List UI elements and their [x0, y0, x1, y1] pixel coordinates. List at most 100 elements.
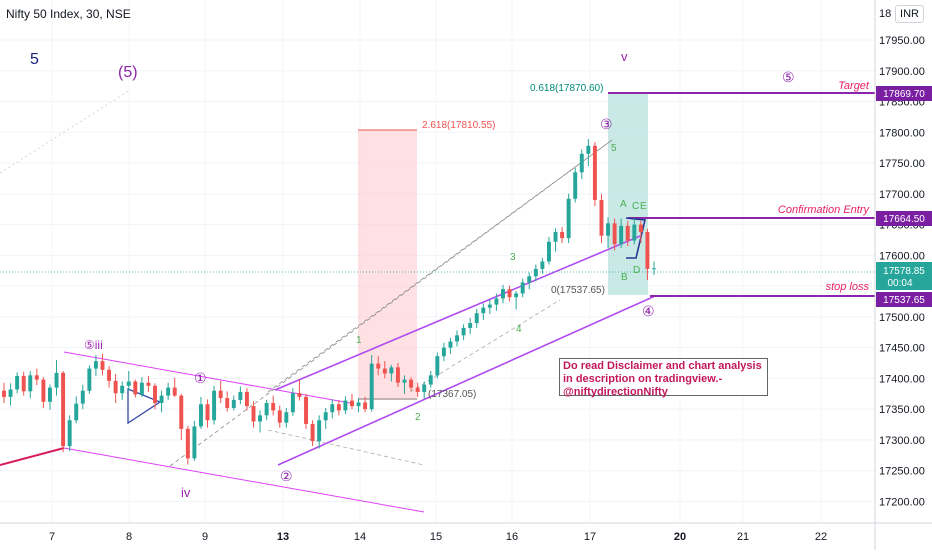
dotted-line-left	[0, 89, 131, 174]
last-price-tag	[876, 262, 932, 290]
candle-body	[113, 380, 118, 394]
wave-E-label: E	[640, 201, 647, 212]
candle-body	[172, 387, 177, 396]
disclaimer-note: Do read Disclaimer and chart analysis in…	[559, 358, 768, 398]
trend-line-red	[0, 447, 65, 466]
sub-wave-5: 5	[611, 143, 617, 154]
candle-body	[107, 369, 112, 381]
candle-body	[120, 385, 125, 394]
sub-wave-2: 2	[415, 412, 421, 423]
candle-body	[74, 403, 79, 421]
candle-body	[310, 423, 315, 442]
entry-label: Confirmation Entry	[778, 204, 871, 216]
y-tick-label: 17250.00	[879, 466, 925, 478]
candle-body	[350, 400, 354, 407]
candle-body	[205, 404, 210, 421]
candle-body	[409, 379, 414, 388]
candle-body	[41, 379, 46, 402]
entry-price-tag	[876, 211, 932, 226]
candle-body	[304, 396, 308, 424]
candle-body	[428, 375, 433, 385]
candle-body	[619, 225, 624, 245]
channel-lower-left	[63, 447, 425, 513]
y-tick-label: 17300.00	[879, 435, 925, 447]
candles	[2, 139, 656, 465]
candle-body	[638, 224, 643, 232]
y-axis-ticks: 17200.00 17250.00 17300.00 17350.00 17400.00…	[879, 8, 925, 508]
candle-body	[369, 363, 374, 410]
candle-body	[185, 428, 190, 459]
candle-body	[487, 304, 492, 308]
y-tick-label: 17800.00	[879, 127, 925, 139]
candle-body	[153, 385, 157, 404]
candle-body	[343, 400, 348, 411]
candle-body	[258, 415, 263, 422]
candle-body	[100, 361, 105, 370]
big-5-label: 5	[30, 51, 39, 68]
candle-body	[632, 224, 637, 241]
candle-body	[67, 420, 72, 447]
y-tick-label: 17900.00	[879, 66, 925, 78]
candle-body	[8, 389, 13, 397]
candle-body	[592, 145, 597, 200]
candle-body	[501, 289, 505, 299]
candle-body	[271, 403, 276, 411]
candle-body	[330, 404, 335, 413]
x-tick-label: 17	[584, 531, 596, 543]
candle-body	[336, 404, 341, 411]
candle-body	[231, 399, 236, 408]
fibonacci-teal-box	[608, 93, 648, 295]
sub-wave-1: 1	[356, 335, 362, 346]
candle-body	[139, 382, 144, 395]
y-tick-label: 17750.00	[879, 158, 925, 170]
sub-wave-4: 4	[516, 324, 522, 335]
candle-body	[166, 387, 171, 396]
candle-body	[527, 276, 532, 283]
candle-body	[566, 198, 571, 239]
y-tick-label: 17400.00	[879, 373, 925, 385]
candle-body	[395, 367, 400, 383]
candle-body	[415, 387, 420, 392]
triangle-pattern	[127, 388, 162, 425]
y-tick-label: 17700.00	[879, 189, 925, 201]
countdown-text: 00:04	[887, 278, 912, 289]
x-tick-label: 9	[202, 531, 208, 543]
annotations: 5 (5) v ⑤iii iv ① ② ③ ④ ⑤ 1 2 3 4 5 A B …	[30, 49, 870, 500]
x-tick-label: 8	[126, 531, 132, 543]
candle-body	[514, 293, 519, 298]
candle-body	[435, 356, 440, 376]
candle-body	[468, 323, 473, 328]
gridlines	[0, 0, 875, 523]
candle-body	[382, 368, 387, 374]
candle-body	[507, 289, 512, 298]
target-price-tag	[876, 86, 932, 101]
drawing-tools	[0, 89, 875, 513]
candle-body	[179, 395, 184, 429]
wave-4-circle: ④	[642, 304, 655, 320]
x-tick-label: 20	[674, 531, 686, 543]
candle-body	[87, 368, 92, 391]
candle-body	[540, 261, 545, 269]
candle-body	[297, 393, 302, 397]
candle-body	[533, 268, 538, 277]
candle-body	[218, 390, 223, 399]
candle-body	[652, 268, 656, 270]
y-tick-label: 17350.00	[879, 404, 925, 416]
candle-body	[54, 372, 59, 388]
candle-body	[15, 375, 20, 390]
candle-body	[560, 231, 565, 239]
dashed-line-3	[267, 429, 425, 466]
candle-body	[389, 367, 394, 374]
currency-button[interactable]: INR	[895, 5, 924, 23]
y-tick-label: 17950.00	[879, 35, 925, 47]
channel-upper-left	[63, 351, 351, 404]
candle-body	[2, 390, 6, 397]
candle-body	[126, 381, 131, 386]
x-tick-label: 16	[506, 531, 518, 543]
wave-C-label: C	[632, 201, 639, 212]
wave-2-circle: ②	[280, 469, 293, 485]
last-price-text: 17578.85	[883, 266, 925, 277]
